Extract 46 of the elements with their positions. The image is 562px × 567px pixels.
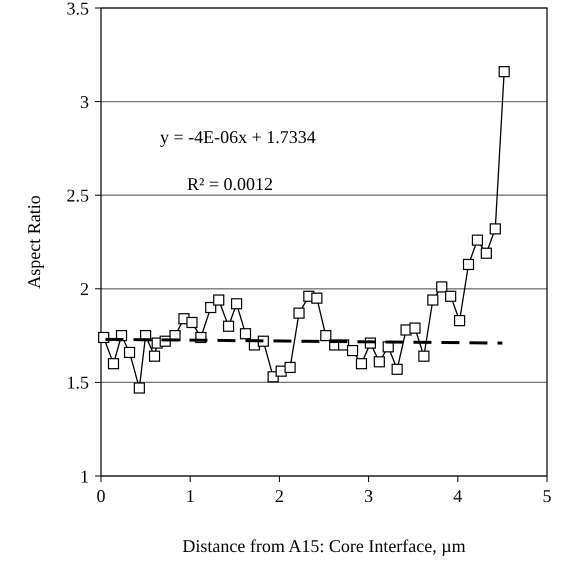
point xyxy=(418,350,430,362)
point xyxy=(134,382,145,394)
point xyxy=(108,358,120,370)
annotation: y = -4E-06x + 1.7334 xyxy=(160,127,316,147)
x-tick-label: 1 xyxy=(186,486,195,506)
annotation: R² = 0.0012 xyxy=(187,174,274,194)
point xyxy=(222,320,234,332)
point xyxy=(346,344,358,356)
x-axis-title: Distance from A15: Core Interface, µm xyxy=(182,536,466,556)
point xyxy=(320,330,332,342)
point xyxy=(284,362,296,374)
point xyxy=(98,332,110,344)
y-tick-label: 2 xyxy=(80,279,89,300)
point xyxy=(392,364,403,375)
point xyxy=(445,290,456,302)
point xyxy=(311,292,322,304)
point xyxy=(186,316,198,328)
point xyxy=(490,223,501,234)
y-tick-label: 2.5 xyxy=(66,186,89,206)
x-tick-label: 4 xyxy=(453,486,462,506)
x-tick-label: 2 xyxy=(274,486,284,506)
x-tick-label: 0 xyxy=(96,486,106,506)
point xyxy=(293,308,305,319)
point xyxy=(472,234,484,246)
point xyxy=(205,302,216,314)
point xyxy=(409,322,421,334)
y-tick-label: 1.5 xyxy=(66,372,89,393)
point xyxy=(230,298,242,310)
y-tick-label: 3 xyxy=(80,92,89,112)
point xyxy=(454,315,466,326)
y-tick-label: 3.5 xyxy=(66,0,89,18)
point xyxy=(462,258,474,270)
point xyxy=(213,294,224,306)
y-tick-label: 1 xyxy=(80,466,89,486)
point xyxy=(148,350,160,362)
x-tick-label: 5 xyxy=(542,486,552,506)
point xyxy=(240,328,252,340)
point xyxy=(480,248,492,259)
point xyxy=(436,281,448,293)
x-tick-label: 3 xyxy=(364,486,374,506)
point xyxy=(124,346,136,358)
y-axis-title: Aspect Ratio xyxy=(24,195,44,289)
point xyxy=(498,66,510,78)
point xyxy=(427,294,438,306)
point xyxy=(374,356,385,368)
point xyxy=(356,358,368,370)
